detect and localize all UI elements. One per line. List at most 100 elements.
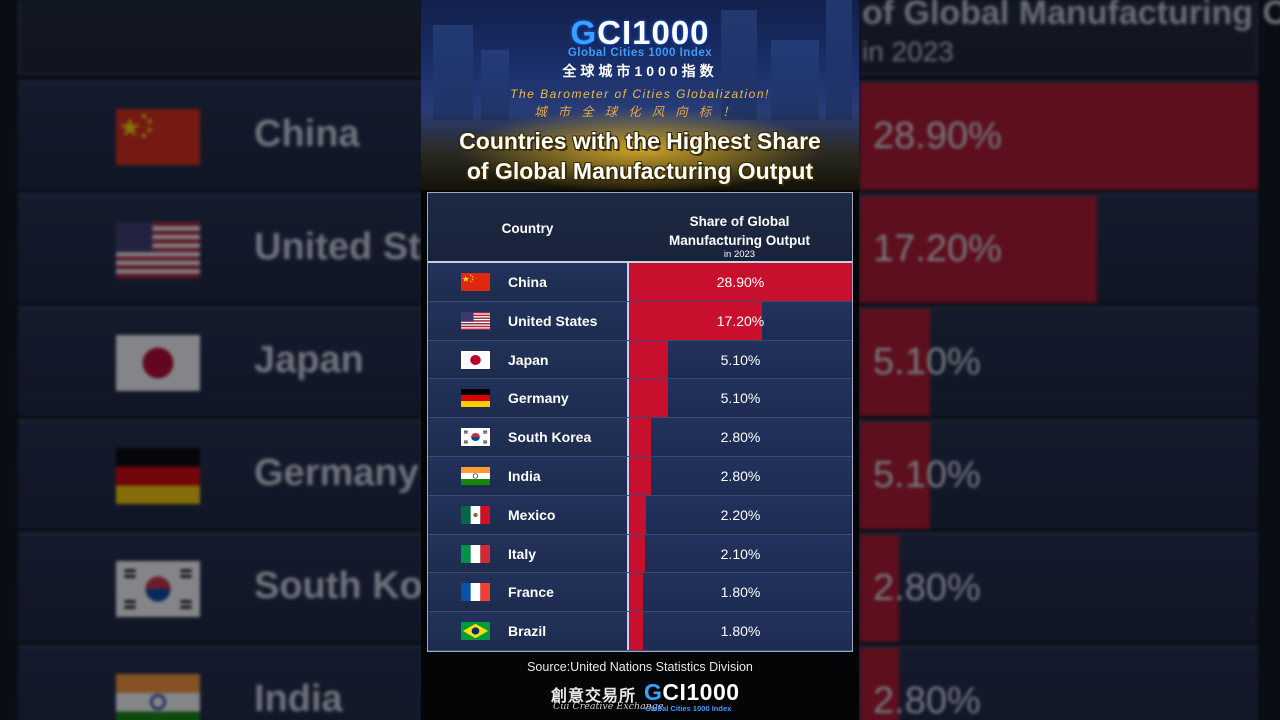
country-cell: India (428, 457, 627, 495)
table-header: Country Share of Global Manufacturing Ou… (428, 193, 852, 263)
country-name: Brazil (508, 623, 547, 640)
background-header-sub: in 2023 (862, 36, 954, 67)
country-name: India (508, 468, 541, 484)
background-share-value: 28.90% (873, 115, 1002, 157)
table-row: Germany 5.10% (428, 379, 852, 419)
background-country-name: Germany (254, 452, 419, 494)
country-name: China (508, 274, 547, 290)
logo-subtitle-en: Global Cities 1000 Index (567, 47, 713, 59)
table-row: Brazil 1.80% (428, 612, 852, 651)
share-cell: 17.20% (627, 301, 852, 340)
city-silhouette (771, 40, 819, 120)
footer-gci-rest: CI1000 (662, 679, 740, 705)
share-value-label: 2.20% (720, 506, 761, 523)
background-header-text: of Global Manufacturing Output (862, 0, 1280, 32)
chart-title: Countries with the Highest Share of Glob… (421, 126, 859, 186)
background-share-bar (860, 648, 899, 720)
table-row: Mexico 2.20% (428, 495, 852, 535)
country-cell: Brazil (428, 612, 627, 650)
background-share-value: 5.10% (873, 341, 981, 383)
background-share-value: 2.80% (873, 680, 981, 720)
flag-south-korea-icon (116, 561, 200, 617)
cui-creative-exchange-text: Cui Creative Exchange (553, 701, 664, 712)
share-cell: 1.80% (627, 612, 852, 650)
share-bar (629, 495, 646, 534)
background-share-bar (860, 196, 1097, 303)
share-value-label: 17.20% (716, 312, 765, 329)
share-bar (629, 457, 651, 495)
country-cell: France (428, 573, 627, 611)
flag-united-states-icon (116, 222, 200, 278)
flag-japan-icon (461, 350, 490, 369)
country-cell: South Korea (428, 418, 627, 456)
flag-germany-icon (461, 389, 490, 408)
share-value-label: 2.80% (720, 429, 761, 446)
share-bar (629, 340, 669, 379)
table-body: China 28.90% United States 17.20% Japan 5.10%… (428, 263, 852, 651)
flag-brazil-icon (461, 622, 490, 641)
share-cell: 1.80% (627, 573, 852, 612)
flag-india-icon (461, 467, 490, 485)
country-cell: Mexico (428, 496, 627, 534)
flag-japan-icon (116, 335, 200, 391)
background-country-name: Japan (254, 339, 364, 381)
country-name: South Korea (508, 429, 592, 446)
background-share-bar (860, 535, 899, 642)
header-share-year: in 2023 (723, 249, 756, 260)
background-country-name: China (254, 113, 360, 155)
share-value-label: 1.80% (720, 584, 761, 601)
city-silhouette (826, 0, 852, 120)
footer-gci-logo: GCI1000 (644, 679, 740, 706)
background-share-bar (860, 309, 931, 416)
city-silhouette (433, 25, 473, 120)
cui-creative-exchange-logo: 創意交易所 (551, 686, 637, 705)
share-bar (629, 379, 669, 418)
country-cell: Japan (428, 341, 627, 379)
table-row: Japan 5.10% (428, 340, 852, 380)
logo-text-rest: CI1000 (597, 14, 710, 51)
flag-china-icon (116, 109, 200, 165)
share-value-label: 2.80% (720, 468, 761, 484)
country-name: France (508, 584, 554, 601)
gci1000-logo: GCI1000 (421, 14, 859, 52)
country-cell: United States (428, 302, 627, 340)
share-bar (629, 418, 651, 456)
country-name: Germany (508, 390, 569, 407)
footer-gci-g-letter: G (644, 679, 663, 705)
header-country: Country (501, 220, 554, 236)
share-value-label: 1.80% (720, 623, 761, 640)
flag-germany-icon (116, 448, 200, 504)
share-bar (629, 301, 762, 340)
share-cell: 2.10% (627, 534, 852, 573)
country-cell: China (428, 263, 627, 301)
country-cell: Italy (428, 535, 627, 573)
header-share: Share of Global Manufacturing Output in … (627, 193, 852, 263)
country-name: Mexico (508, 506, 556, 523)
table-row: India 2.80% (428, 457, 852, 496)
source-note: Source:United Nations Statistics Divisio… (527, 660, 753, 674)
data-table: Country Share of Global Manufacturing Ou… (427, 192, 853, 652)
share-value-label: 5.10% (720, 390, 761, 407)
table-row: South Korea 2.80% (428, 418, 852, 457)
share-value-label: 28.90% (716, 274, 765, 290)
share-bar (629, 534, 646, 573)
city-silhouette (481, 50, 509, 120)
header-share-line2: Manufacturing Output (669, 233, 810, 248)
header-share-title: Share of Global Manufacturing Output (627, 212, 852, 250)
background-share-bar (860, 83, 1258, 190)
table-row: China 28.90% (428, 263, 852, 302)
footer-logos: 創意交易所 Cui Creative Exchange GCI1000 Glob… (551, 679, 741, 716)
background-share-value: 5.10% (873, 454, 981, 496)
share-cell: 28.90% (627, 263, 852, 301)
flag-france-icon (461, 583, 490, 602)
flag-china-icon (461, 273, 490, 291)
country-cell: Germany (428, 379, 627, 417)
share-value-label: 5.10% (720, 351, 761, 368)
tagline-cn: 城市全球化风向标！ (534, 105, 746, 119)
share-cell: 2.80% (627, 418, 852, 456)
background-country-name: India (254, 678, 343, 720)
share-value-label: 2.10% (720, 545, 761, 562)
logo-subtitle-cn: 全球城市1000指数 (562, 63, 718, 79)
flag-united-states-icon (461, 311, 490, 330)
flag-italy-icon (461, 544, 490, 563)
